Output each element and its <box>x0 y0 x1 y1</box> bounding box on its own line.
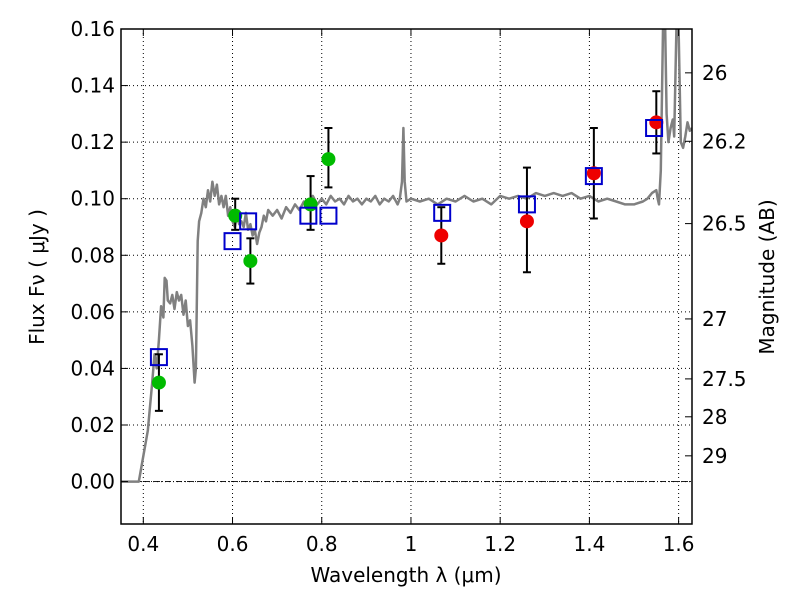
right-axis-tick-label: 27 <box>702 307 727 331</box>
model-photometry-square <box>645 119 664 137</box>
x-tick-label: 0.8 <box>306 532 338 556</box>
model-photometry-square <box>239 212 258 231</box>
optical-data-point <box>321 152 336 167</box>
nir-data-point <box>434 228 449 243</box>
nir-data-point <box>519 214 534 229</box>
x-tick-label: 1 <box>405 532 418 556</box>
y-tick-label: 0.12 <box>70 130 115 154</box>
y-tick-label: 0.08 <box>70 243 115 267</box>
right-axis-tick-label: 26.2 <box>702 129 747 153</box>
model-photometry-square <box>319 206 338 225</box>
right-axis-title: Magnitude (AB) <box>755 199 779 354</box>
y-tick-label: 0.06 <box>70 300 115 324</box>
marker-layer <box>149 115 664 390</box>
right-axis-tick-label: 29 <box>702 444 727 468</box>
x-tick-label: 1.4 <box>573 532 605 556</box>
model-photometry-square <box>584 167 603 186</box>
y-tick-label: 0.16 <box>70 17 115 41</box>
x-tick-label: 0.4 <box>127 532 159 556</box>
grid-layer <box>121 28 692 524</box>
model-photometry-square <box>149 348 168 367</box>
nir-data-point <box>586 166 601 181</box>
y-tick-label: 0.00 <box>70 470 115 494</box>
model-photometry-square <box>299 206 318 225</box>
y-axis-title: Flux Fν ( μJy ) <box>25 209 49 345</box>
y-tick-label: 0.10 <box>70 187 115 211</box>
x-tick-label: 1.6 <box>663 532 695 556</box>
axes-layer <box>120 28 693 525</box>
plot-frame <box>120 28 693 525</box>
model-spectrum-line <box>121 29 692 483</box>
x-tick-label: 1.2 <box>484 532 516 556</box>
right-axis-tick-label: 27.5 <box>702 367 747 391</box>
label-layer: 0.4 0.6 0.8 1 1.2 1.4 1.6 0.00 0.02 0.04 0.06 0.08 0… <box>70 17 746 556</box>
right-axis-tick-label: 26.5 <box>702 212 747 236</box>
model-photometry-square <box>433 203 452 222</box>
right-axis-tick-label: 26 <box>702 61 727 85</box>
x-axis-title: Wavelength λ (μm) <box>310 563 501 587</box>
nir-data-point <box>649 115 664 130</box>
errorbar-layer <box>154 90 661 412</box>
model-photometry-square <box>223 232 242 251</box>
spectrum-layer <box>121 29 692 483</box>
y-tick-label: 0.02 <box>70 413 115 437</box>
y-tick-label: 0.04 <box>70 356 115 380</box>
x-tick-label: 0.6 <box>217 532 249 556</box>
y-tick-label: 0.14 <box>70 74 115 98</box>
right-axis-tick-label: 28 <box>702 405 727 429</box>
optical-data-point <box>243 253 258 268</box>
optical-data-point <box>151 375 166 390</box>
model-photometry-square <box>517 195 536 214</box>
optical-data-point <box>228 208 243 223</box>
